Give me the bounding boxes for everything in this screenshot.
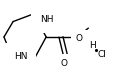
Text: HN: HN <box>14 52 27 61</box>
Text: Cl: Cl <box>97 50 105 59</box>
Text: O: O <box>60 59 67 68</box>
Text: H: H <box>89 41 95 50</box>
Text: NH: NH <box>40 15 53 24</box>
Text: O: O <box>75 34 82 43</box>
